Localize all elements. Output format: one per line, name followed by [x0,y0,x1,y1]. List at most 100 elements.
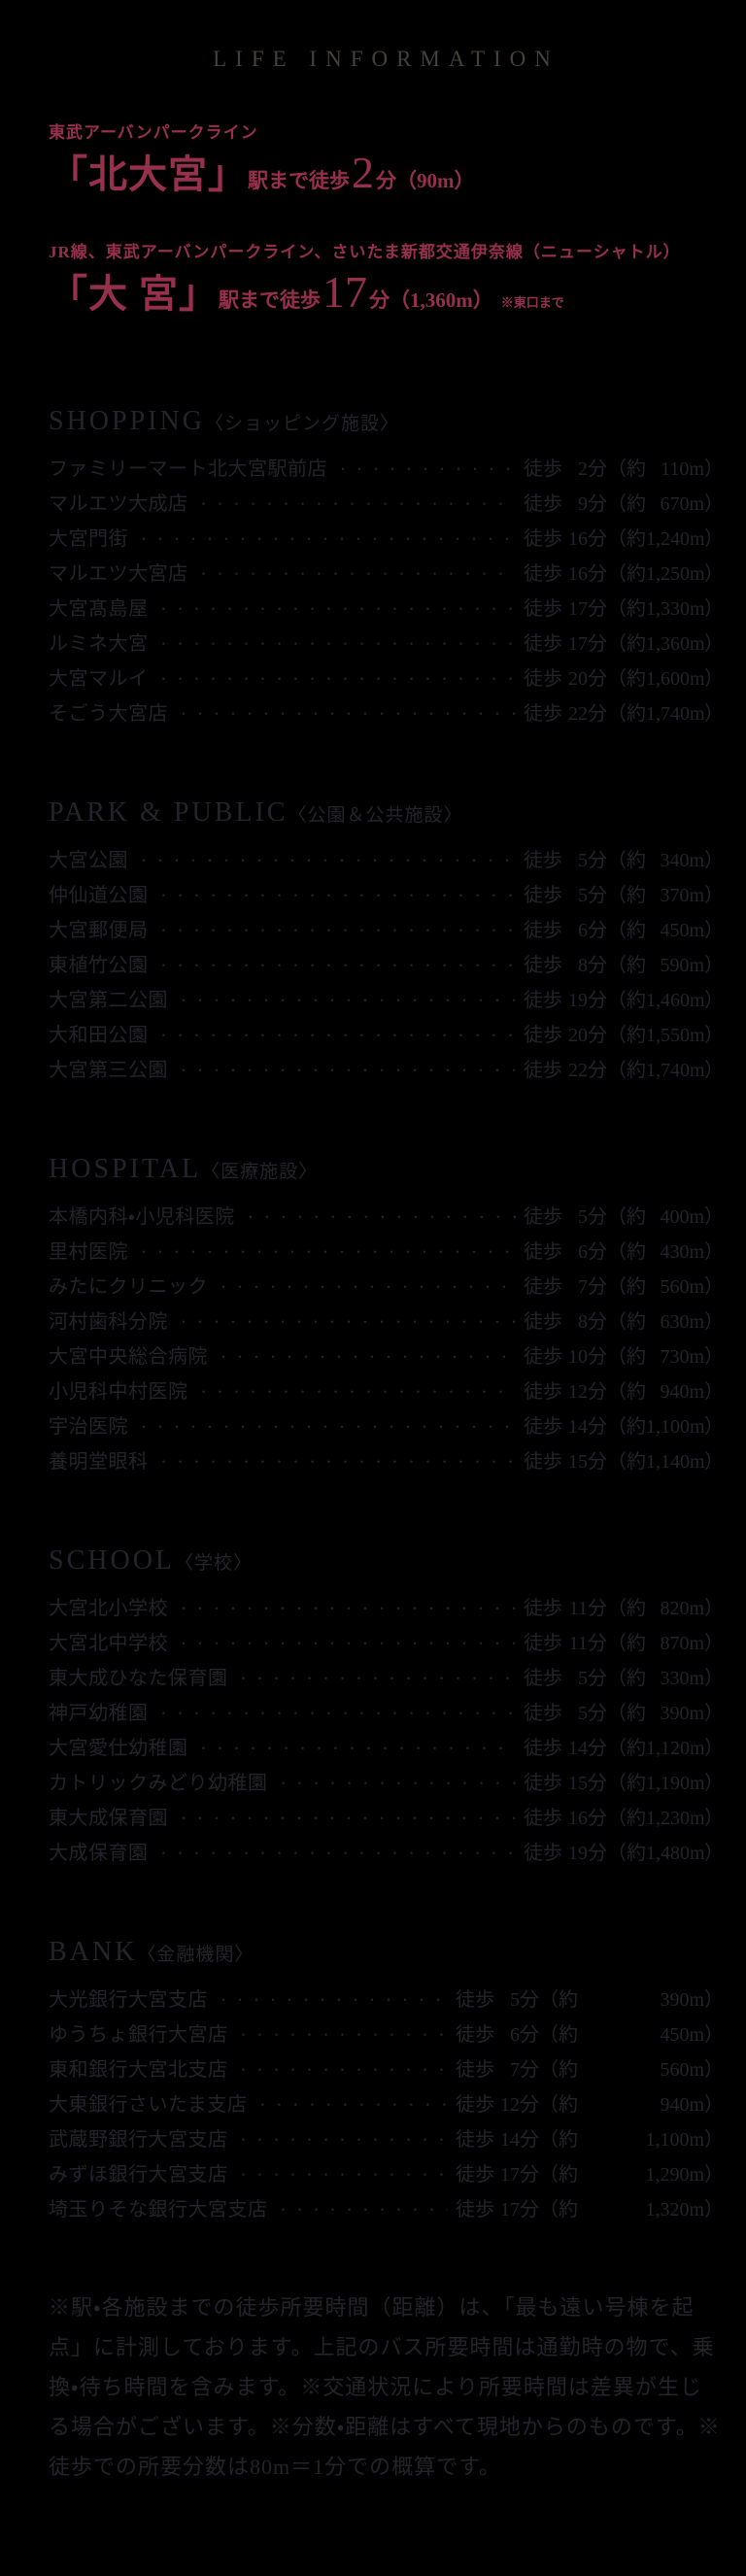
paren-close: ） [704,2164,724,2186]
walk-distance: 430m [660,1241,704,1263]
facility-list: 大宮北小学校 ・・・・・・・・・・・・・・・・・・・・・・・・・・・・・・・・・… [49,1591,724,1871]
walk-label: 徒歩 [456,2199,494,2220]
paren-close: ） [704,920,724,941]
paren-close: ） [704,1025,724,1046]
section-title-en: PARK & PUBLIC [49,797,288,828]
dot-leader: ・・・・・・・・・・・・・・・・・・・・・・・・・・・・・・・・・・・・・・・・… [237,2029,449,2041]
facility-name: 大宮第三公園 [49,1060,168,1081]
facility-row: みずほ銀行大宮支店 ・・・・・・・・・・・・・・・・・・・・・・・・・・・・・・… [49,2157,724,2192]
dot-leader: ・・・・・・・・・・・・・・・・・・・・・・・・・・・・・・・・・・・・・・・・… [178,1638,516,1649]
facility-name: 武蔵野銀行大宮支店 [49,2129,228,2151]
dot-leader: ・・・・・・・・・・・・・・・・・・・・・・・・・・・・・・・・・・・・・・・・… [244,1211,516,1223]
facility-name: カトリックみどり幼稚園 [49,1773,268,1794]
paren-close: ） [704,1773,724,1794]
facility-row: 大宮マルイ ・・・・・・・・・・・・・・・・・・・・・・・・・・・・・・・・・・… [49,661,724,696]
facility-name: ファミリーマート北大宮駅前店 [49,458,327,480]
dot-leader: ・・・・・・・・・・・・・・・・・・・・・・・・・・・・・・・・・・・・・・・・… [138,855,516,866]
minutes-unit: 分（約 [520,2094,578,2116]
dot-leader: ・・・・・・・・・・・・・・・・・・・・・・・・・・・・・・・・・・・・・・・・… [178,995,516,1006]
walk-minutes: 5 [578,1206,588,1228]
paren-close: ） [704,2024,724,2046]
facility-name: 大宮郵便局 [49,920,149,941]
walk-label: 徒歩 [456,1989,494,2011]
facility-row: マルエツ大成店 ・・・・・・・・・・・・・・・・・・・・・・・・・・・・・・・・… [49,487,724,522]
walk-minutes: 15 [568,1451,588,1473]
walk-label: 徒歩 [524,850,562,871]
dot-leader: ・・・・・・・・・・・・・・・・・・・・・・・・・・・・・・・・・・・・・・・・… [218,1281,516,1293]
facility-row: 仲仙道公園 ・・・・・・・・・・・・・・・・・・・・・・・・・・・・・・・・・・… [49,878,724,913]
paren-close: ） [704,703,724,725]
dot-leader: ・・・・・・・・・・・・・・・・・・・・・・・・・・・・・・・・・・・・・・・・… [197,498,517,510]
facility-row: 小児科中村医院 ・・・・・・・・・・・・・・・・・・・・・・・・・・・・・・・・… [49,1374,724,1409]
dot-leader: ・・・・・・・・・・・・・・・・・・・・・・・・・・・・・・・・・・・・・・・・… [138,1421,516,1433]
walk-distance: 390m [660,1703,704,1724]
walk-minutes: 6 [578,920,588,941]
walk-distance: 330m [660,1668,704,1689]
dot-leader: ・・・・・・・・・・・・・・・・・・・・・・・・・・・・・・・・・・・・・・・・… [237,2134,449,2146]
facility-name: 仲仙道公園 [49,885,149,906]
walk-label: 徒歩 [524,1843,562,1864]
paren-close: ） [704,528,724,550]
dot-leader: ・・・・・・・・・・・・・・・・・・・・・・・・・・・・・・・・・・・・・・・・… [256,2099,448,2111]
facility-row: 大成保育園 ・・・・・・・・・・・・・・・・・・・・・・・・・・・・・・・・・・… [49,1836,724,1871]
section-title-jp: 〈学校〉 [175,1553,254,1574]
minutes-unit: 分（約 [588,1060,646,1081]
walk-minutes: 12 [568,1381,588,1403]
facility-row: 東和銀行大宮北支店 ・・・・・・・・・・・・・・・・・・・・・・・・・・・・・・… [49,2052,724,2087]
walk-distance: 1,100m [645,2129,704,2151]
facility-name: 大和田公園 [49,1025,149,1046]
walk-minutes: 14 [568,1416,588,1438]
dot-leader: ・・・・・・・・・・・・・・・・・・・・・・・・・・・・・・・・・・・・・・・・… [157,603,517,615]
walk-minutes: 14 [568,1738,588,1759]
walk-distance: 870m [660,1633,704,1654]
facility-row: ファミリーマート北大宮駅前店 ・・・・・・・・・・・・・・・・・・・・・・・・・… [49,452,724,487]
walk-minutes-large: 17 [322,267,367,317]
walk-distance: 1,240m [646,528,705,550]
walk-label: 徒歩 [524,1060,562,1081]
minutes-unit: 分（約 [520,2129,578,2151]
minutes-unit: 分（約 [588,1633,646,1654]
facility-row: そごう大宮店 ・・・・・・・・・・・・・・・・・・・・・・・・・・・・・・・・・… [49,696,724,731]
facility-row: 大宮公園 ・・・・・・・・・・・・・・・・・・・・・・・・・・・・・・・・・・・… [49,843,724,878]
walk-label: 徒歩 [456,2094,494,2116]
facility-name: 本橋内科・小児科医院 [49,1206,235,1228]
section-title: HOSPITAL〈医療施設〉 [49,1148,724,1194]
walk-label: 徒歩 [524,1738,562,1759]
dot-leader: ・・・・・・・・・・・・・・・・・・・・・・・・・・・・・・・・・・・・・・・・… [178,1603,516,1614]
paren-close: ） [704,1241,724,1263]
minutes-unit: 分（約 [588,1241,646,1263]
walk-distance: 1,740m [646,1060,705,1081]
dot-leader: ・・・・・・・・・・・・・・・・・・・・・・・・・・・・・・・・・・・・・・・・… [138,533,516,545]
dot-leader: ・・・・・・・・・・・・・・・・・・・・・・・・・・・・・・・・・・・・・・・・… [157,1456,517,1468]
walk-minutes: 2 [578,458,588,480]
facility-row: ゆうちょ銀行大宮店 ・・・・・・・・・・・・・・・・・・・・・・・・・・・・・・… [49,2017,724,2052]
walk-minutes: 5 [578,1668,588,1689]
walk-label: 徒歩 [524,703,562,725]
facility-section: SHOPPING〈ショッピング施設〉 ファミリーマート北大宮駅前店 ・・・・・・… [49,400,724,731]
walk-distance: 1,100m [646,1416,705,1438]
minutes-unit: 分（約 [520,2024,578,2046]
paren-close: ） [704,1451,724,1473]
facility-name: 大光銀行大宮支店 [49,1989,208,2011]
facility-row: 東大成ひなた保育園 ・・・・・・・・・・・・・・・・・・・・・・・・・・・・・・… [49,1661,724,1696]
dot-leader: ・・・・・・・・・・・・・・・・・・・・・・・・・・・・・・・・・・・・・・・・… [277,2204,449,2216]
walk-label: 徒歩 [524,990,562,1011]
minutes-unit: 分（約 [520,2199,578,2220]
section-title-en: HOSPITAL [49,1154,202,1184]
minutes-unit: 分（約 [588,633,646,655]
paren-close: ） [704,1668,724,1689]
facility-row: 大宮中央総合病院 ・・・・・・・・・・・・・・・・・・・・・・・・・・・・・・・… [49,1339,724,1374]
walk-minutes: 17 [500,2164,520,2186]
facility-row: 本橋内科・小児科医院 ・・・・・・・・・・・・・・・・・・・・・・・・・・・・・… [49,1200,724,1235]
minutes-unit: 分（約 [588,1311,646,1333]
minutes-unit: 分（約 [588,1598,646,1619]
section-title-jp: 〈医療施設〉 [201,1162,319,1182]
paren-close: ） [704,885,724,906]
section-title-jp: 〈公園＆公共施設〉 [288,805,463,826]
facility-name: みずほ銀行大宮支店 [49,2164,228,2186]
paren-close: ） [704,990,724,1011]
facility-name: 大宮北中学校 [49,1633,168,1654]
paren-close: ） [704,1346,724,1368]
facility-name: 河村歯科分院 [49,1311,168,1333]
facility-name: 大宮マルイ [49,668,149,690]
